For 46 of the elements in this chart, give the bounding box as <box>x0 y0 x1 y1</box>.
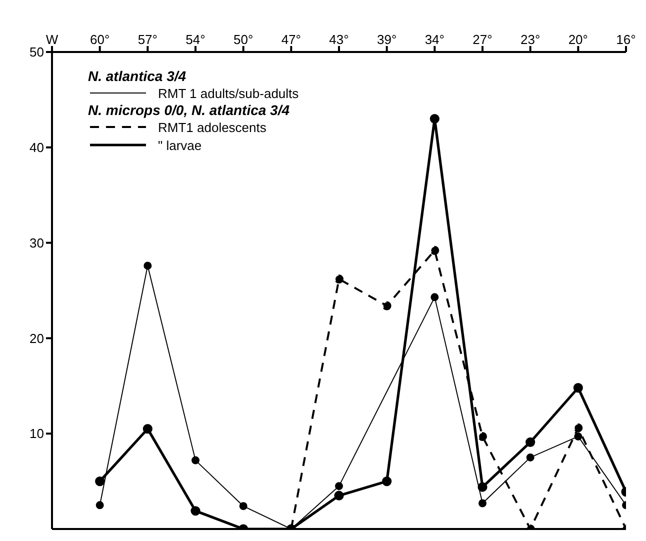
point <box>478 482 488 492</box>
point <box>574 432 582 440</box>
point <box>144 262 152 270</box>
legend-label: " larvae <box>158 138 202 152</box>
point <box>526 453 534 462</box>
y-tick-label: 50 <box>30 44 44 60</box>
point <box>478 499 486 508</box>
point <box>478 432 487 441</box>
annotation: N. microps 0/0, N. atlantica 3/4 <box>88 102 291 118</box>
x-tick-label: 16° <box>616 32 636 47</box>
y-tick-label: 40 <box>30 140 44 156</box>
point <box>430 114 440 124</box>
y-tick-label: 10 <box>30 426 44 442</box>
x-tick-label: 50° <box>233 32 254 47</box>
x-tick-label: 23° <box>520 32 540 47</box>
x-tick-label: 34° <box>424 32 445 47</box>
x-tick-label: 57° <box>138 32 158 47</box>
point <box>382 301 392 310</box>
x-tick-label: 43° <box>329 32 349 47</box>
x-tick-label: 27° <box>472 32 492 47</box>
point <box>526 437 536 447</box>
point <box>574 423 583 432</box>
x-tick-label: 20° <box>568 32 588 47</box>
point <box>573 383 583 393</box>
point <box>430 293 439 302</box>
x-tick-label: 54° <box>186 32 206 47</box>
point <box>430 246 440 255</box>
x-tick-label: 47° <box>281 32 302 47</box>
legend-label: RMT 1 adults/sub-adults <box>158 86 299 100</box>
legend-title: N. atlantica 3/4 <box>88 68 188 84</box>
point <box>334 490 344 500</box>
point <box>95 476 105 486</box>
x-tick-label: 39° <box>376 32 397 47</box>
point <box>334 274 344 284</box>
x-tick-label: W <box>46 32 59 47</box>
point <box>190 506 200 516</box>
point <box>239 502 248 510</box>
point <box>142 424 152 434</box>
x-tick-label: 60° <box>90 32 110 47</box>
point <box>96 501 104 510</box>
y-tick-label: 30 <box>30 235 44 250</box>
point <box>382 476 392 486</box>
legend-label: RMT1 adolescents <box>158 120 266 134</box>
y-tick-label: 20 <box>30 330 44 346</box>
point <box>335 482 343 490</box>
point <box>192 456 200 464</box>
